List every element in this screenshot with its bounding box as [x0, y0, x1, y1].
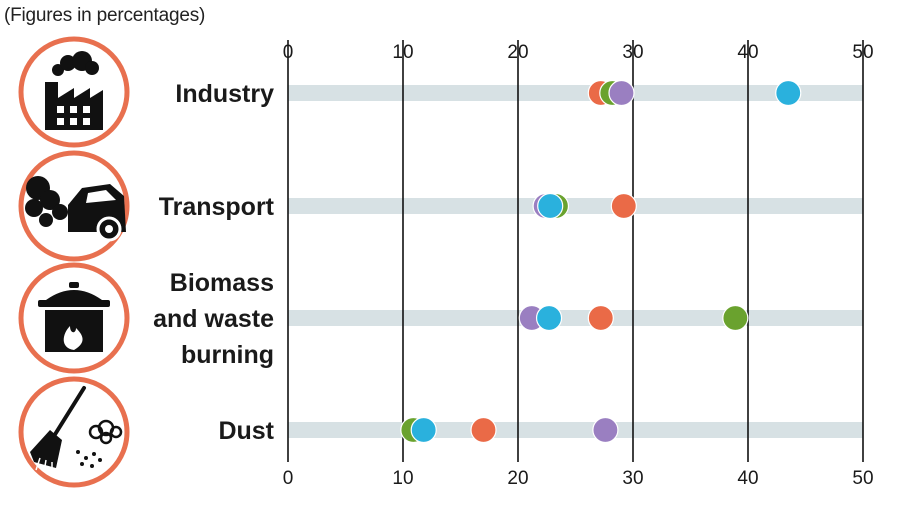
tick-label-top-10: 10	[392, 42, 413, 63]
category-label-2-line-1: and waste	[153, 305, 274, 333]
tick-label-top-30: 30	[622, 42, 643, 63]
category-label-0-line-0: Industry	[175, 80, 274, 108]
cooking-pot-fire-icon	[18, 262, 130, 374]
x-axis-top: 0 10 20 30 40 50	[283, 42, 874, 63]
tick-label-bottom-10: 10	[392, 468, 413, 489]
dot-series-3-1	[537, 192, 564, 220]
chart-note: (Figures in percentages)	[4, 5, 206, 26]
tick-label-bottom-30: 30	[622, 468, 643, 489]
dot-series-2-3	[592, 416, 619, 444]
track-0	[288, 85, 863, 101]
tick-label-bottom-0: 0	[283, 468, 294, 489]
dot-series-0-1	[610, 192, 637, 220]
dot-series-0-2	[587, 304, 614, 332]
gridlines	[287, 40, 864, 462]
dot-series-3-2	[535, 304, 563, 332]
tick-label-top-50: 50	[852, 42, 873, 63]
dot-series-3-0	[775, 79, 802, 107]
dot-series-1-2	[722, 304, 749, 332]
category-icons	[18, 36, 130, 488]
car-exhaust-icon	[18, 150, 130, 262]
tick-label-top-20: 20	[507, 42, 528, 63]
tick-label-bottom-50: 50	[852, 468, 873, 489]
category-tracks	[288, 85, 863, 438]
category-label-3-line-0: Dust	[218, 417, 274, 445]
factory-icon	[18, 36, 130, 148]
x-axis-bottom: 0 10 20 30 40 50	[283, 468, 874, 489]
data-points	[400, 79, 802, 444]
tick-label-bottom-40: 40	[737, 468, 758, 489]
tick-label-top-0: 0	[283, 42, 294, 63]
tick-label-bottom-20: 20	[507, 468, 528, 489]
track-2	[288, 310, 863, 326]
category-label-1-line-0: Transport	[159, 193, 275, 221]
category-label-2-line-0: Biomass	[170, 269, 274, 297]
broom-dust-icon	[18, 376, 130, 488]
tick-label-top-40: 40	[737, 42, 758, 63]
category-label-2-line-2: burning	[181, 341, 274, 369]
dot-series-0-3	[470, 416, 497, 444]
track-3	[288, 422, 863, 438]
category-labels: Industry Transport Biomass and waste burning…	[153, 80, 275, 445]
dot-series-2-0	[608, 79, 635, 107]
track-1	[288, 198, 863, 214]
dot-series-3-3	[410, 416, 437, 444]
